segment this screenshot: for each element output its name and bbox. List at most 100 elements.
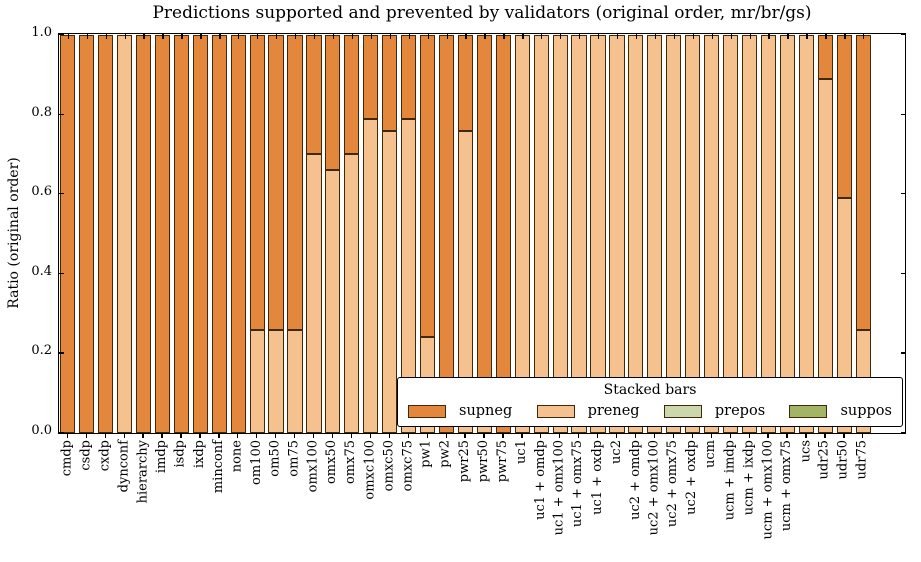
bar-segment-preneg (116, 35, 133, 433)
x-tick (407, 433, 409, 439)
x-tick-label-text: ucm + omx100 (759, 440, 775, 540)
x-tick-top (711, 34, 713, 39)
bar-segment-preneg (590, 35, 606, 433)
x-tick-label-text: omx50 (324, 440, 340, 485)
bar-segment-preneg (666, 35, 682, 433)
x-tick (843, 433, 845, 439)
y-tick (900, 432, 905, 434)
x-tick-label-text: om100 (248, 440, 264, 485)
x-tick (218, 433, 220, 439)
x-tick (331, 433, 334, 439)
legend-item-suppos: suppos (789, 403, 892, 419)
bar-segment-supneg (401, 35, 417, 119)
y-tick-label: 0.4 (31, 263, 52, 279)
x-tick-top (560, 34, 562, 39)
x-tick (634, 433, 637, 439)
legend-item-supneg: supneg (408, 403, 512, 419)
bar-segment-preneg (514, 35, 530, 433)
bar-segment-preneg (533, 35, 549, 433)
x-tick (199, 433, 201, 439)
x-tick-top (181, 34, 183, 39)
legend: Stacked bars supneg preneg prepos suppos (397, 377, 903, 427)
y-tick (59, 34, 64, 36)
x-tick-top (238, 34, 240, 39)
x-tick (862, 433, 864, 439)
legend-swatch-supneg (408, 404, 446, 418)
x-tick-top (67, 34, 69, 39)
x-tick (710, 433, 712, 439)
bar-segment-preneg (401, 118, 417, 433)
x-tick-label-text: pwr50 (475, 440, 491, 483)
bar-segment-preneg (628, 35, 644, 433)
x-tick-label-text: uc2 + omx100 (646, 440, 662, 536)
x-tick-top (503, 34, 505, 39)
x-tick-label-text: ixdp (191, 440, 207, 469)
x-tick-top (86, 34, 88, 39)
x-tick (161, 433, 163, 439)
bar-segment-supneg (79, 35, 95, 433)
x-tick-label-text: uc1 + omdp (532, 440, 548, 520)
x-tick-top (200, 34, 202, 39)
bar-segment-preneg (798, 35, 814, 433)
bar-segment-supneg (268, 35, 284, 330)
x-tick (445, 433, 447, 439)
x-tick (256, 433, 258, 439)
y-tick-label: 0.6 (31, 184, 52, 200)
x-tick-top (446, 34, 448, 39)
bar-segment-preneg (836, 198, 852, 433)
x-tick (805, 433, 807, 439)
x-tick-label-text: uc1 + omx100 (551, 440, 567, 536)
x-tick-top (219, 34, 221, 39)
bar-segment-preneg (268, 329, 284, 433)
x-tick-label-text: omx75 (343, 440, 359, 485)
x-tick-label-text: om50 (267, 440, 283, 477)
x-tick-label-text: udr50 (835, 440, 851, 480)
bar-segment-preneg (609, 35, 625, 433)
bar-segment-preneg (571, 35, 587, 433)
bar-segment-supneg (363, 35, 379, 119)
x-tick (142, 433, 144, 439)
bar-segment-preneg (325, 170, 341, 433)
x-tick (502, 433, 504, 439)
x-tick-top (541, 34, 543, 39)
bar-segment-preneg (741, 35, 758, 433)
bar-segment-supneg (495, 35, 511, 433)
x-tick (597, 433, 599, 439)
x-tick-label-text: uc2 + omx75 (665, 440, 681, 528)
x-tick-top (863, 34, 865, 39)
x-tick-top (806, 34, 808, 39)
x-tick (729, 433, 731, 439)
bar-segment-supneg (476, 35, 492, 402)
bar-segment-preneg (382, 130, 398, 433)
x-tick-label-text: uc1 + oxdp (589, 440, 605, 515)
x-tick-label-text: csdp (78, 440, 94, 471)
x-tick (123, 433, 125, 439)
bar-segment-supneg (173, 35, 189, 433)
y-tick (59, 352, 64, 354)
legend-item-prepos: prepos (663, 403, 765, 419)
bar-segment-supneg (249, 35, 265, 330)
bar-segment-supneg (287, 35, 303, 330)
x-tick-label-text: pw2 (438, 440, 453, 468)
legend-label: preneg (587, 403, 640, 419)
bar-segment-preneg (363, 118, 379, 433)
bar-segment-preneg (457, 130, 474, 433)
x-tick-top (408, 34, 410, 39)
x-tick-label-text: dynconf (116, 440, 132, 493)
x-tick-top (313, 34, 316, 39)
x-tick-top (692, 34, 695, 39)
legend-swatch-prepos (663, 404, 702, 418)
x-tick-label-text: omx100 (305, 440, 321, 493)
x-tick-label-text: uc2 (608, 440, 624, 464)
bar-segment-supneg (211, 35, 227, 433)
bar-segment-supneg (154, 35, 170, 433)
x-tick (615, 433, 618, 439)
x-tick-label-text: imdp (153, 440, 169, 474)
bar-segment-preneg (287, 329, 303, 433)
bar-segment-supneg (817, 35, 833, 79)
y-tick (900, 272, 905, 275)
x-tick (388, 433, 390, 439)
x-tick-label-text: uc2 + oxdp (684, 440, 700, 515)
x-tick-label-text: hierarchy (134, 440, 150, 504)
